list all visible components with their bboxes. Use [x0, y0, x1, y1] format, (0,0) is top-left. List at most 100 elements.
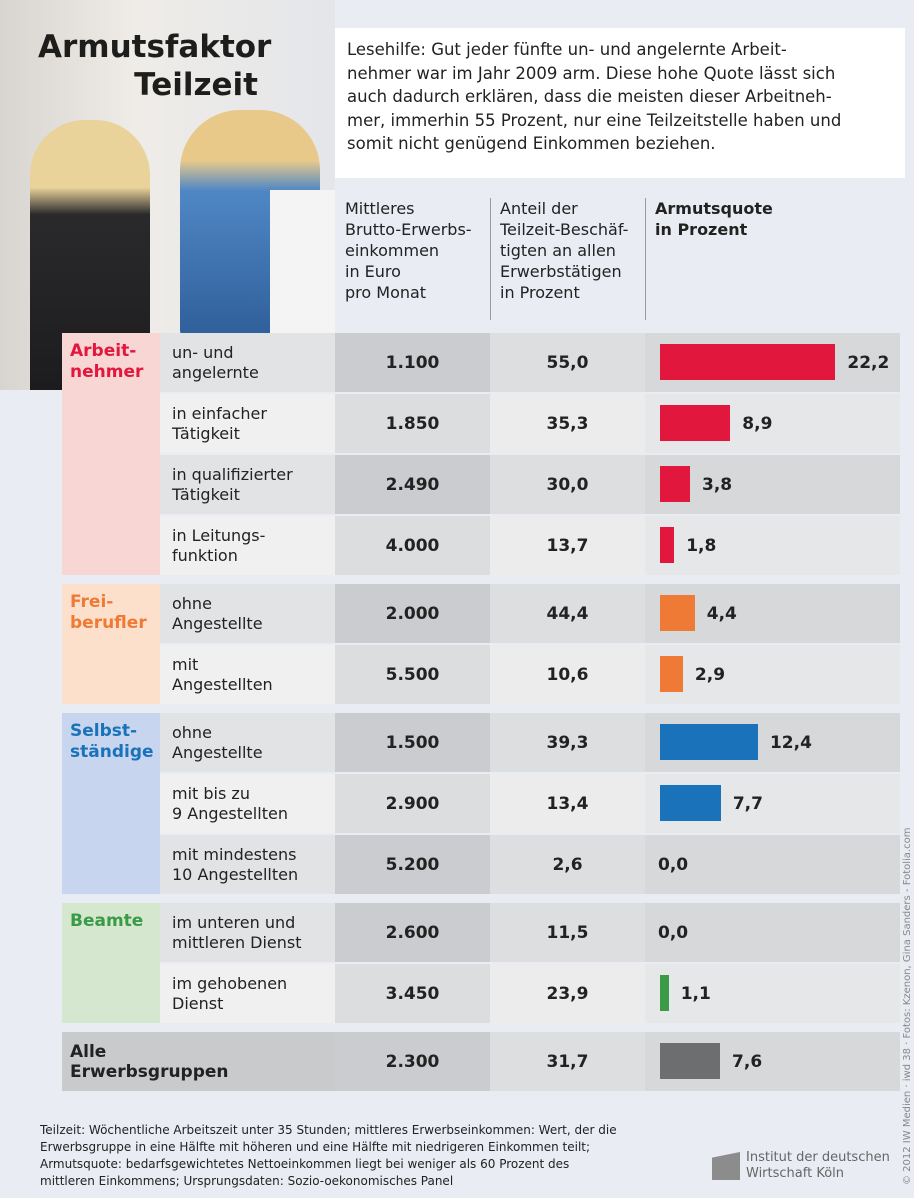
- row-label: in Leitungs-funktion: [160, 516, 335, 575]
- row-label-line: in einfacher: [172, 403, 267, 423]
- footnote-line: Erwerbsgruppe in eine Hälfte mit höheren…: [40, 1140, 591, 1154]
- row-label-line: ohne: [172, 593, 212, 613]
- footnote-line: Teilzeit: Wöchentliche Arbeitszeit unter…: [40, 1123, 617, 1137]
- column-header-line: in Euro: [345, 262, 401, 281]
- column-header-line: pro Monat: [345, 283, 427, 302]
- poverty-cell: [645, 903, 900, 962]
- reading-help: Lesehilfe: Gut jeder fünfte un- und ange…: [335, 28, 905, 178]
- column-header: Mittleres Brutto-Erwerbs-einkommen in Euro…: [345, 198, 495, 303]
- share: 13,7: [490, 516, 645, 575]
- row-label-line: Angestellten: [172, 674, 273, 694]
- row-label: mit mindestens 10 Angestellten: [160, 835, 335, 894]
- bar: [660, 975, 669, 1011]
- poverty-label: 12,4: [769, 732, 812, 753]
- row-label-line: un- und: [172, 342, 234, 362]
- share: 23,9: [490, 964, 645, 1023]
- row-label: mit bis zu 9 Angestellten: [160, 774, 335, 833]
- row-label-line: ohne: [172, 722, 212, 742]
- income: 2.600: [335, 903, 490, 962]
- row-label-line: Dienst: [172, 993, 224, 1013]
- share: 13,4: [490, 774, 645, 833]
- income: 2.300: [335, 1032, 490, 1091]
- share: 30,0: [490, 455, 645, 514]
- column-header: Anteil der Teilzeit-Beschäf-tigten an all…: [500, 198, 650, 303]
- reading-help-line: auch dadurch erklären, dass die meisten …: [347, 87, 832, 106]
- row-label-line: Angestellte: [172, 742, 263, 762]
- column-header-line: Brutto-Erwerbs-: [345, 220, 472, 239]
- column-header-line: in Prozent: [655, 220, 748, 239]
- row-label-line: im unteren und: [172, 912, 296, 932]
- column-header-line: Armutsquote: [655, 199, 773, 218]
- share: 2,6: [490, 835, 645, 894]
- share: 35,3: [490, 394, 645, 453]
- income: 5.500: [335, 645, 490, 704]
- row-label-line: Angestellte: [172, 613, 263, 633]
- group-name: Selbst-ständige: [70, 721, 154, 763]
- column-header-line: tigten an allen: [500, 241, 616, 260]
- row-label-line: in qualifizierter: [172, 464, 293, 484]
- row-label-line: mit: [172, 654, 199, 674]
- column-header-line: Teilzeit-Beschäf-: [500, 220, 629, 239]
- photo-washer: [270, 190, 335, 340]
- column-divider: [645, 198, 646, 320]
- row-label-line: funktion: [172, 545, 238, 565]
- share: 39,3: [490, 713, 645, 772]
- group-name-line: berufler: [70, 613, 147, 633]
- bar: [660, 466, 691, 502]
- total-label-line: Alle: [70, 1041, 107, 1062]
- row-label-line: Tätigkeit: [172, 484, 240, 504]
- title-line: Teilzeit: [134, 67, 258, 103]
- total-label: Alle Erwerbsgruppen: [62, 1032, 335, 1091]
- bar: [660, 344, 836, 380]
- poverty-label: 7,6: [732, 1051, 763, 1072]
- poverty-cell: [645, 964, 900, 1023]
- column-divider: [490, 198, 491, 320]
- row-label-line: angelernte: [172, 362, 259, 382]
- income: 1.500: [335, 713, 490, 772]
- reading-help-line: nehmer war im Jahr 2009 arm. Diese hohe …: [347, 63, 836, 83]
- group-name-line: Arbeit-: [70, 341, 137, 361]
- group-name: Arbeit-nehmer: [70, 341, 143, 383]
- poverty-cell: [645, 645, 900, 704]
- institute-line: Wirtschaft Köln: [746, 1166, 845, 1181]
- income: 4.000: [335, 516, 490, 575]
- bar: [660, 656, 683, 692]
- credit: © 2012 IW Medien · iwd 38 · Fotos: Kzeno…: [902, 827, 913, 1185]
- footnote-line: mittleren Einkommens; Ursprungsdaten: So…: [40, 1174, 454, 1188]
- group-name: Frei-berufler: [70, 592, 147, 634]
- poverty-label: 22,2: [847, 352, 890, 373]
- income: 5.200: [335, 835, 490, 894]
- footnote: Teilzeit: Wöchentliche Arbeitszeit unter…: [40, 1122, 720, 1190]
- income: 2.490: [335, 455, 490, 514]
- row-label: im unteren und mittleren Dienst: [160, 903, 335, 962]
- bar: [660, 724, 758, 760]
- column-header-line: Erwerbstätigen: [500, 262, 622, 281]
- row-label: ohne Angestellte: [160, 584, 335, 643]
- column-header-line: Mittleres: [345, 199, 415, 218]
- group-name-line: ständige: [70, 742, 154, 762]
- row-label-line: mittleren Dienst: [172, 932, 302, 952]
- title-line: Armutsfaktor: [38, 29, 272, 65]
- row-label: in qualifizierter Tätigkeit: [160, 455, 335, 514]
- poverty-label: 1,1: [680, 983, 711, 1004]
- income: 3.450: [335, 964, 490, 1023]
- group-name-line: nehmer: [70, 362, 144, 382]
- row-label: in einfacher Tätigkeit: [160, 394, 335, 453]
- row-label: ohne Angestellte: [160, 713, 335, 772]
- poverty-label: 1,8: [686, 535, 717, 556]
- group-name-line: Beamte: [70, 911, 144, 931]
- group-name-line: Selbst-: [70, 721, 138, 741]
- row-label-line: 9 Angestellten: [172, 803, 288, 823]
- bar: [660, 405, 731, 441]
- poverty-label: 0,0: [658, 922, 689, 943]
- reading-help-line: mer, immerhin 55 Prozent, nur eine Teilz…: [347, 110, 842, 130]
- poverty-cell: [645, 835, 900, 894]
- row-label-line: im gehobenen: [172, 973, 288, 993]
- column-header: Armutsquote in Prozent: [655, 198, 805, 240]
- row-label-line: in Leitungs-: [172, 525, 266, 545]
- row-label-line: mit mindestens: [172, 844, 297, 864]
- income: 1.850: [335, 394, 490, 453]
- group-panel: [62, 713, 160, 894]
- poverty-label: 0,0: [658, 854, 689, 875]
